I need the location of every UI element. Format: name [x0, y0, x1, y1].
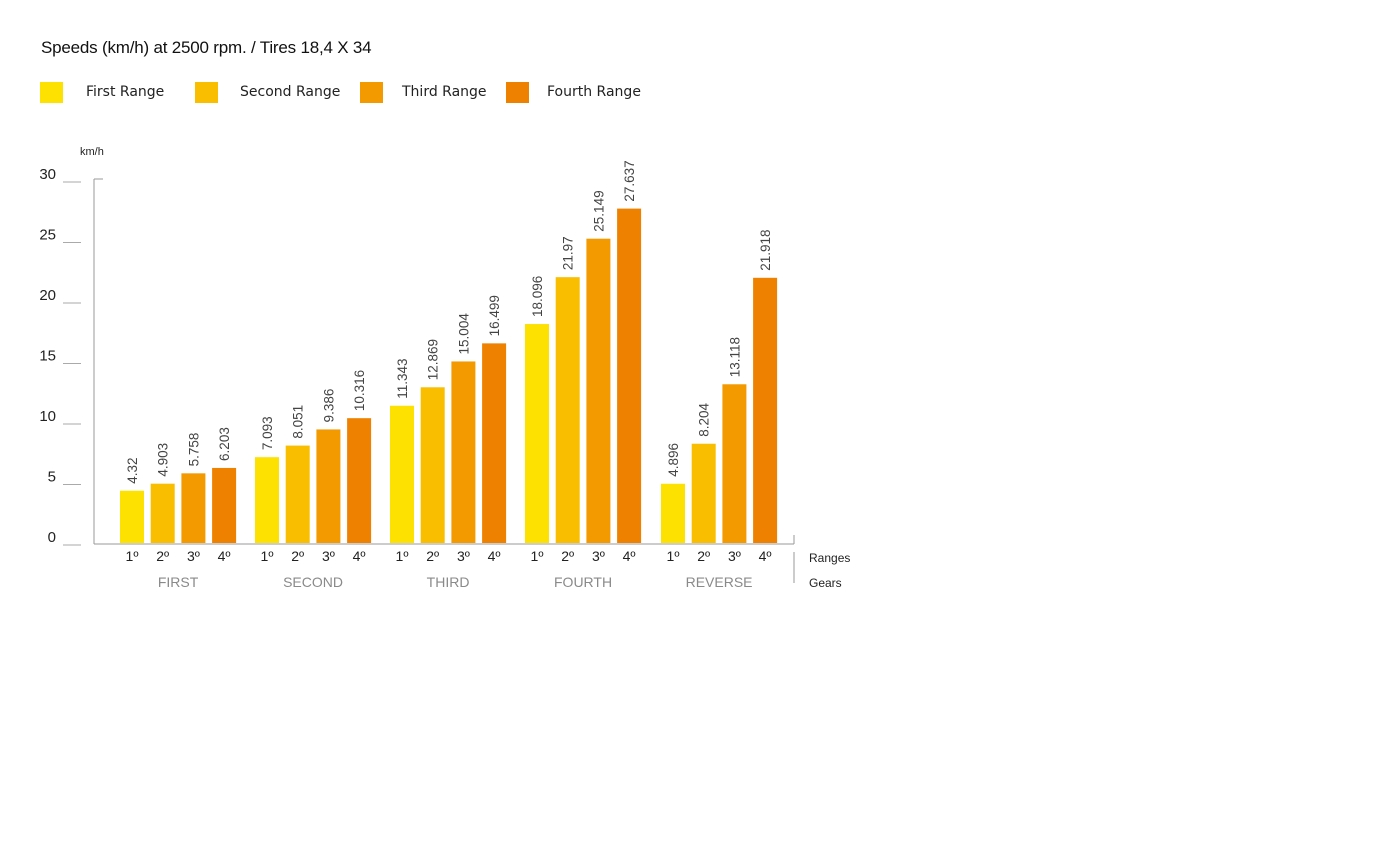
bar-value-label: 11.343 [395, 358, 410, 398]
legend-label-fourth-range: Fourth Range [547, 84, 641, 100]
y-tick-label: 0 [48, 529, 56, 546]
x-category-label: 4º [759, 548, 772, 564]
bar-value-label: 4.903 [156, 443, 171, 477]
bar-value-label: 6.203 [217, 427, 232, 461]
legend-item-first-range: First Range [40, 80, 164, 104]
bar-value-label: 4.896 [666, 443, 681, 477]
bar [661, 483, 685, 543]
bar-value-label: 10.316 [352, 370, 367, 411]
y-tick-label: 10 [39, 408, 56, 425]
x-category-label: 3º [592, 548, 605, 564]
x-group-label: REVERSE [686, 574, 753, 590]
x-category-label: 1º [261, 548, 274, 564]
bar [586, 238, 611, 544]
bar-value-label: 12.869 [426, 339, 441, 380]
bar-value-label: 15.004 [456, 313, 471, 355]
y-axis-label: km/h [80, 146, 104, 158]
legend-label-first-range: First Range [86, 84, 165, 100]
x-category-label: 4º [623, 548, 636, 564]
row-label-ranges: Ranges [809, 551, 850, 565]
legend-item-third-range: Third Range [360, 80, 487, 104]
bar [255, 457, 279, 543]
bar-value-label: 21.918 [758, 229, 773, 270]
x-category-label: 3º [728, 548, 741, 564]
x-category-label: 1º [126, 548, 139, 564]
bar [212, 467, 237, 543]
legend-label-third-range: Third Range [402, 84, 487, 100]
bar [285, 445, 310, 543]
x-category-label: 2º [291, 548, 304, 564]
y-tick-label: 30 [39, 166, 56, 183]
x-category-label: 2º [156, 548, 169, 564]
bar-value-label: 13.118 [727, 337, 742, 377]
bar-value-label: 27.637 [622, 160, 637, 201]
x-category-label: 1º [396, 548, 409, 564]
bar [181, 473, 206, 543]
legend-swatch-first-range [40, 81, 63, 103]
bar [120, 490, 144, 543]
x-group-label: FIRST [158, 574, 199, 590]
legend-swatch-third-range [360, 81, 383, 103]
bar-value-label: 8.051 [291, 405, 306, 439]
bar-value-label: 25.149 [591, 190, 606, 231]
y-tick-label: 15 [39, 348, 56, 365]
x-category-label: 2º [697, 548, 710, 564]
bar [316, 429, 341, 543]
bar-value-label: 8.204 [697, 402, 712, 436]
x-group-label: THIRD [427, 574, 470, 590]
legend-label-second-range: Second Range [240, 84, 341, 100]
legend-item-second-range: Second Range [195, 80, 340, 104]
x-category-label: 4º [218, 548, 231, 564]
x-category-label: 3º [187, 548, 200, 564]
x-category-label: 4º [353, 548, 366, 564]
bar-value-label: 18.096 [530, 276, 545, 317]
bar [753, 277, 778, 543]
x-group-label: SECOND [283, 574, 343, 590]
legend-swatch-second-range [195, 81, 218, 103]
bar [347, 418, 372, 543]
bar [525, 324, 549, 543]
bar-value-label: 21.97 [561, 236, 576, 270]
legend-item-fourth-range: Fourth Range [506, 80, 641, 104]
bar [150, 483, 175, 543]
y-tick-label: 20 [39, 287, 56, 304]
bar [617, 208, 642, 544]
bar [482, 343, 507, 543]
x-category-label: 2º [426, 548, 439, 564]
x-category-label: 4º [488, 548, 501, 564]
y-tick-label: 5 [48, 469, 56, 486]
bar-value-label: 9.386 [321, 389, 336, 423]
chart-title: Speeds (km/h) at 2500 rpm. / Tires 18,4 … [41, 38, 372, 57]
bar-value-label: 7.093 [260, 416, 275, 450]
bar [420, 387, 445, 543]
x-category-label: 3º [322, 548, 335, 564]
bar [451, 361, 476, 543]
x-category-label: 1º [531, 548, 544, 564]
legend-swatch-fourth-range [506, 81, 529, 103]
row-label-gears: Gears [809, 576, 842, 590]
bar-value-label: 5.758 [186, 433, 201, 467]
bar [555, 277, 580, 543]
bar-value-label: 16.499 [487, 295, 502, 336]
x-category-label: 2º [561, 548, 574, 564]
bar [691, 443, 716, 543]
x-group-label: FOURTH [554, 574, 612, 590]
x-category-label: 3º [457, 548, 470, 564]
x-category-label: 1º [667, 548, 680, 564]
bar-value-label: 4.32 [125, 457, 140, 483]
bar [390, 405, 414, 543]
bar [722, 384, 747, 543]
y-tick-label: 25 [39, 227, 56, 244]
